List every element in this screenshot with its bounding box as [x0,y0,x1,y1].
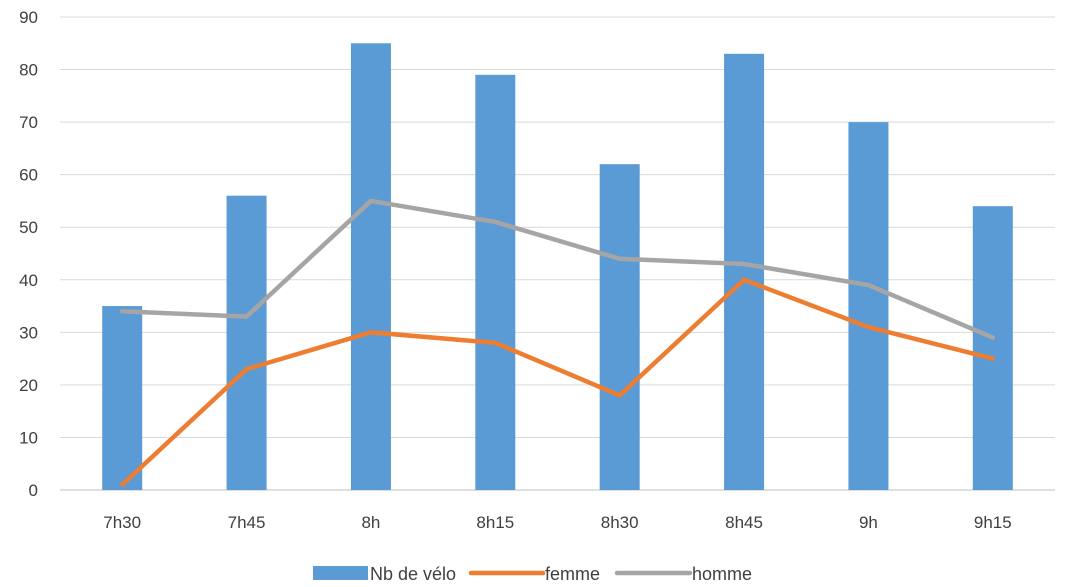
x-axis-tick-labels: 7h30 7h45 8h 8h15 8h30 8h45 9h 9h15 [103,513,1011,532]
y-tick-label: 20 [19,376,38,395]
y-axis-tick-labels: 0 10 20 30 40 50 60 70 80 90 [19,8,38,500]
y-tick-label: 50 [19,218,38,237]
legend-label: Nb de vélo [370,564,456,584]
legend-item: Nb de vélo [313,564,456,584]
legend-swatch [313,566,368,580]
bar [599,164,640,490]
x-tick-label: 8h30 [601,513,639,532]
legend-item: femme [468,564,600,584]
bar [226,195,267,490]
x-tick-label: 7h45 [228,513,266,532]
homme-line [119,198,996,340]
x-tick-label: 9h [859,513,878,532]
femme-line [119,277,996,487]
legend-label: homme [692,564,752,584]
y-tick-label: 80 [19,61,38,80]
line-series [119,198,996,487]
y-tick-label: 60 [19,166,38,185]
bar [724,53,765,491]
x-tick-label: 8h15 [476,513,514,532]
bar [972,206,1013,490]
x-tick-label: 8h [361,513,380,532]
y-tick-label: 0 [29,481,38,500]
y-tick-label: 30 [19,323,38,342]
y-tick-label: 10 [19,428,38,447]
y-tick-label: 90 [19,8,38,27]
bar [350,43,391,491]
bar-series [102,43,1013,491]
y-tick-label: 70 [19,113,38,132]
bar [848,122,889,490]
legend: Nb de vélo femme homme [313,564,752,584]
x-tick-label: 7h30 [103,513,141,532]
bar [102,306,143,490]
x-tick-label: 9h15 [974,513,1012,532]
bar [475,74,516,491]
y-tick-label: 40 [19,271,38,290]
legend-item: homme [614,564,752,584]
x-tick-label: 8h45 [725,513,763,532]
gridlines [60,16,1055,491]
legend-label: femme [545,564,600,584]
